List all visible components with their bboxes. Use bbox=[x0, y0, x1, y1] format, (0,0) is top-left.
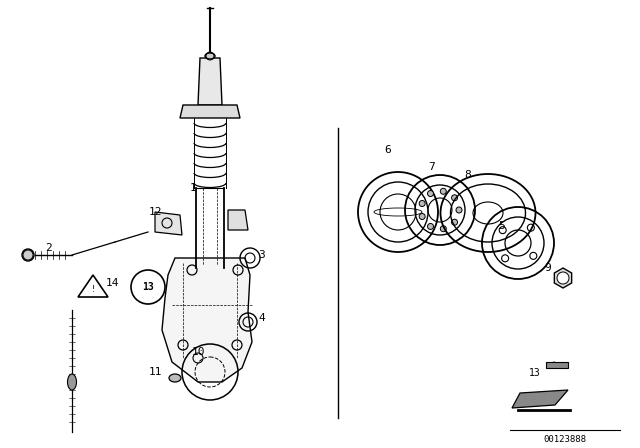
Polygon shape bbox=[78, 275, 108, 297]
Ellipse shape bbox=[67, 374, 77, 390]
Polygon shape bbox=[155, 212, 182, 235]
Circle shape bbox=[419, 201, 425, 207]
Polygon shape bbox=[228, 210, 248, 230]
Circle shape bbox=[428, 224, 433, 229]
Circle shape bbox=[456, 207, 462, 213]
Text: 13: 13 bbox=[142, 282, 154, 292]
Text: 7: 7 bbox=[429, 162, 435, 172]
Text: 14: 14 bbox=[105, 278, 119, 288]
Text: 10: 10 bbox=[191, 347, 205, 357]
Polygon shape bbox=[162, 258, 252, 382]
Text: 9: 9 bbox=[545, 263, 552, 273]
Ellipse shape bbox=[169, 374, 181, 382]
Text: 00123888: 00123888 bbox=[543, 435, 586, 444]
Circle shape bbox=[428, 190, 433, 197]
Text: 3: 3 bbox=[259, 250, 266, 260]
Circle shape bbox=[551, 362, 557, 368]
Circle shape bbox=[419, 214, 425, 220]
Polygon shape bbox=[180, 105, 240, 118]
Polygon shape bbox=[554, 268, 572, 288]
Text: 11: 11 bbox=[148, 367, 162, 377]
Text: 5: 5 bbox=[499, 221, 506, 231]
Ellipse shape bbox=[205, 53, 215, 59]
Text: 4: 4 bbox=[259, 313, 266, 323]
Circle shape bbox=[452, 195, 458, 201]
Polygon shape bbox=[546, 362, 568, 368]
Circle shape bbox=[452, 219, 458, 225]
Text: 12: 12 bbox=[148, 207, 162, 217]
Circle shape bbox=[440, 226, 446, 232]
Circle shape bbox=[557, 272, 569, 284]
Text: 13: 13 bbox=[529, 368, 541, 378]
Text: 8: 8 bbox=[465, 170, 472, 180]
Polygon shape bbox=[198, 58, 222, 105]
Polygon shape bbox=[512, 390, 568, 408]
Text: 6: 6 bbox=[385, 145, 392, 155]
Ellipse shape bbox=[22, 249, 34, 261]
Text: 2: 2 bbox=[45, 243, 51, 253]
Text: !: ! bbox=[92, 284, 95, 293]
Circle shape bbox=[440, 188, 446, 194]
Text: 1: 1 bbox=[189, 183, 196, 193]
